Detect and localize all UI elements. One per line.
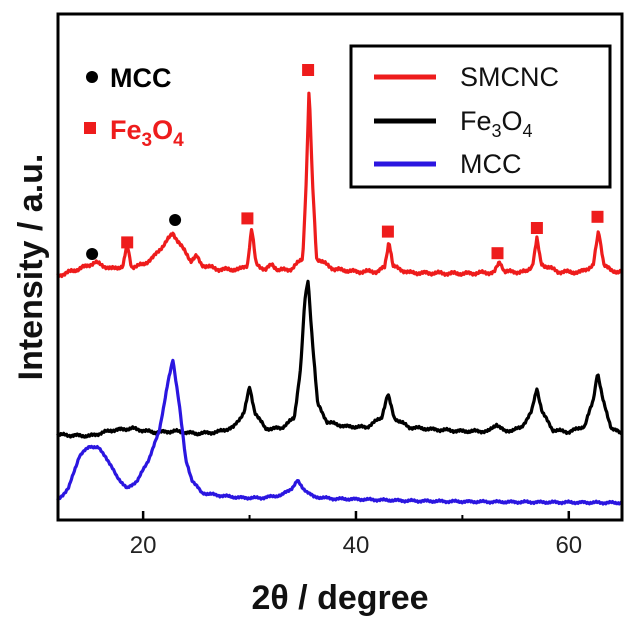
x-axis: 20 40 60	[130, 511, 582, 559]
x-tick-label-40: 40	[343, 532, 370, 559]
marker-layer	[86, 64, 604, 260]
mcc-peak-marker-1	[169, 214, 182, 226]
series-line-mcc	[56, 358, 623, 506]
series-line-fe3o4	[56, 279, 623, 439]
fe3o4-peak-marker-5	[530, 222, 543, 234]
fe3o4-peak-marker-3	[381, 225, 394, 238]
legend-label-fe3o4: Fe3O4	[460, 106, 533, 141]
fe3o4-key-sub4: 4	[173, 130, 184, 151]
mcc-peak-marker-0	[86, 248, 99, 260]
fe3o4-key-fe: Fe	[110, 115, 142, 145]
legend: SMCNC Fe3O4 MCC	[349, 44, 612, 189]
x-tick-label-20: 20	[130, 532, 157, 559]
fe3o4-peak-marker-2	[302, 64, 315, 76]
x-axis-title: 2θ / degree	[251, 579, 428, 617]
fe3o4-key-label: Fe3O4	[110, 115, 184, 151]
fe3o4-key-o: O	[152, 115, 173, 145]
legend-sub3: 3	[492, 121, 502, 141]
mcc-key-label: MCC	[110, 63, 172, 93]
marker-key: MCC Fe3O4	[84, 63, 184, 151]
x-tick-label-60: 60	[555, 532, 582, 559]
fe3o4-peak-marker-4	[491, 247, 504, 260]
fe3o4-peak-marker-6	[591, 210, 604, 223]
legend-o: O	[502, 106, 523, 136]
series-layer	[56, 91, 623, 506]
y-axis-title: Intensity / a.u.	[12, 154, 50, 381]
fe3o4-peak-marker-0	[121, 236, 134, 249]
mcc-key-circle-icon	[86, 71, 98, 83]
fe3o4-key-sub3: 3	[142, 130, 153, 151]
plot-frame	[56, 12, 624, 522]
fe3o4-key-square-icon	[84, 122, 96, 134]
legend-fe: Fe	[460, 106, 492, 136]
legend-label-mcc: MCC	[460, 149, 522, 179]
legend-label-smcnc: SMCNC	[460, 62, 559, 92]
fe3o4-peak-marker-1	[241, 212, 254, 225]
series-line-smcnc	[56, 91, 623, 279]
legend-sub4: 4	[523, 121, 533, 141]
